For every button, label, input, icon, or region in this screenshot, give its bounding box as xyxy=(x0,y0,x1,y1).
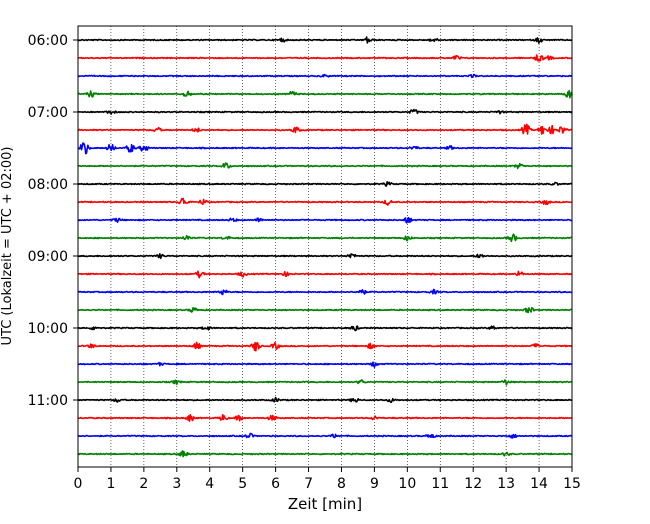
trace-1045 xyxy=(77,379,573,386)
trace-0945 xyxy=(77,307,573,314)
plot-frame xyxy=(77,25,573,468)
trace-0645 xyxy=(77,89,573,99)
trace-1015 xyxy=(77,341,573,352)
y-tick-label: 09:00 xyxy=(28,249,68,265)
trace-0915 xyxy=(77,270,573,279)
trace-0830 xyxy=(77,216,573,224)
trace-0630 xyxy=(77,73,573,79)
y-tick-label: 08:00 xyxy=(28,177,68,193)
x-tick-label: 12 xyxy=(464,476,482,492)
trace-1030 xyxy=(77,361,573,368)
y-tick-label: 06:00 xyxy=(28,33,68,49)
trace-1115 xyxy=(77,413,573,422)
trace-0845 xyxy=(77,233,573,243)
x-tick-label: 4 xyxy=(205,476,214,492)
x-tick-label: 14 xyxy=(530,476,548,492)
trace-layer xyxy=(77,36,573,458)
trace-0815 xyxy=(77,197,573,206)
x-axis-label: Zeit [min] xyxy=(288,495,362,513)
x-tick-label: 9 xyxy=(370,476,379,492)
trace-0615 xyxy=(77,54,573,62)
x-tick-label: 15 xyxy=(563,476,581,492)
tick-layer: 0 1 2 3 4 5 6 7 8 9 10 11 12 13 14 1506:0007:0008:0009:… xyxy=(28,33,581,492)
trace-0745 xyxy=(77,162,573,170)
x-tick-label: 1 xyxy=(106,476,115,492)
trace-1145 xyxy=(77,450,573,458)
trace-1000 xyxy=(77,325,573,332)
trace-0730 xyxy=(77,142,573,155)
x-tick-label: 0 xyxy=(74,476,83,492)
trace-1100 xyxy=(77,396,573,404)
trace-0700 xyxy=(77,108,573,115)
trace-1130 xyxy=(77,432,573,439)
x-tick-label: 11 xyxy=(431,476,449,492)
y-tick-label: 11:00 xyxy=(28,393,68,409)
trace-0800 xyxy=(77,181,573,187)
y-axis-label: UTC (Lokalzeit = UTC + 02:00) xyxy=(0,147,15,346)
trace-0600 xyxy=(77,36,573,44)
x-tick-label: 10 xyxy=(398,476,416,492)
trace-0930 xyxy=(77,288,573,296)
x-tick-label: 2 xyxy=(139,476,148,492)
trace-0715 xyxy=(77,123,573,135)
x-tick-label: 5 xyxy=(238,476,247,492)
y-tick-label: 10:00 xyxy=(28,321,68,337)
x-tick-label: 8 xyxy=(337,476,346,492)
y-tick-label: 07:00 xyxy=(28,105,68,121)
trace-0900 xyxy=(77,253,573,260)
x-tick-label: 6 xyxy=(271,476,280,492)
x-tick-label: 7 xyxy=(304,476,313,492)
x-tick-label: 3 xyxy=(172,476,181,492)
x-tick-label: 13 xyxy=(497,476,515,492)
